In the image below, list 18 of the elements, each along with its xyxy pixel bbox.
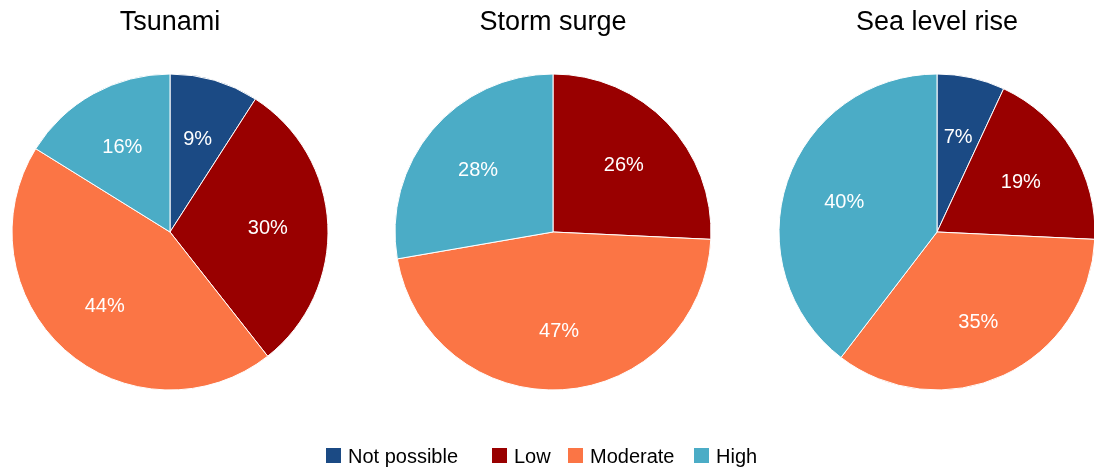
chart-title: Sea level rise: [855, 6, 1019, 36]
legend-label: Not possible: [348, 445, 459, 467]
data-label: 30%: [247, 216, 289, 239]
legend-label: Low: [514, 445, 552, 467]
data-label: 19%: [1000, 170, 1042, 193]
data-label: 9%: [183, 127, 213, 150]
chart-title: Tsunami: [119, 6, 221, 36]
data-label: 40%: [824, 189, 865, 212]
chart-title: Storm surge: [479, 6, 627, 36]
data-label: 44%: [84, 294, 125, 317]
legend-label: Moderate: [590, 445, 675, 467]
legend-label: High: [716, 445, 758, 467]
data-label: 47%: [539, 318, 580, 341]
data-label: 26%: [603, 153, 645, 176]
data-label: 16%: [102, 135, 143, 158]
data-label: 35%: [958, 309, 999, 332]
data-label: 7%: [943, 125, 973, 148]
data-label: 28%: [458, 157, 499, 180]
